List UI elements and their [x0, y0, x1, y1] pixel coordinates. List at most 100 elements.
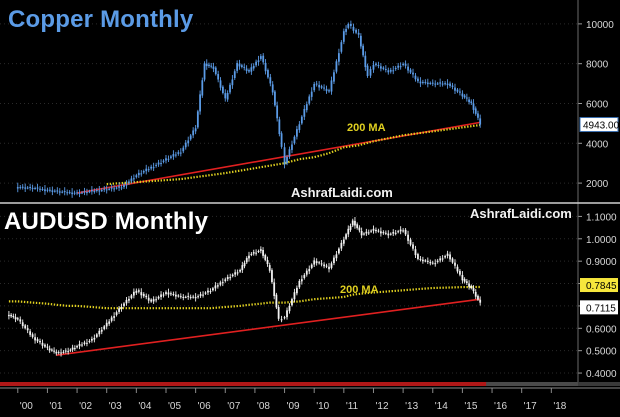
audusd-candle-body — [394, 232, 397, 234]
audusd-candle-body — [328, 266, 330, 270]
copper-candle-body — [160, 163, 162, 165]
audusd-candle-body — [459, 270, 461, 275]
copper-candle-body — [137, 172, 140, 176]
audusd-candle-body — [266, 260, 269, 265]
x-tick-label: '16 — [494, 401, 507, 412]
audusd-candle-body — [318, 262, 321, 264]
audusd-candle-body — [10, 314, 13, 317]
audusd-candle-body — [145, 295, 148, 298]
audusd-candle-body — [229, 277, 232, 279]
x-tick-label: '18 — [553, 401, 566, 412]
copper-candle-body — [236, 63, 239, 71]
copper-candle-body — [296, 129, 298, 137]
audusd-price-tag — [580, 278, 618, 293]
copper-candle-body — [389, 69, 392, 72]
audusd-candle-body — [110, 317, 113, 321]
x-tick-label: '02 — [79, 401, 92, 412]
audusd-candle-body — [424, 260, 427, 262]
copper-candle-body — [103, 188, 106, 190]
copper-candle-body — [397, 65, 400, 68]
copper-ytick-label: 4000 — [586, 139, 609, 150]
audusd-ytick-label: 0.5000 — [586, 347, 617, 358]
copper-candle-body — [434, 83, 437, 85]
audusd-candle-body — [248, 255, 250, 259]
copper-candle-body — [73, 192, 76, 194]
copper-candle-body — [61, 191, 64, 193]
copper-candle-body — [340, 42, 343, 52]
audusd-candle-body — [470, 285, 473, 289]
copper-candle-body — [278, 119, 281, 134]
audusd-candle-body — [41, 342, 44, 346]
copper-candle-body — [330, 80, 333, 92]
copper-candle-body — [88, 191, 91, 193]
copper-candle-body — [291, 144, 293, 150]
copper-watermark: AshrafLaidi.com — [291, 185, 393, 200]
audusd-candle-body — [342, 239, 345, 244]
audusd-candle-body — [468, 283, 470, 287]
audusd-candle-body — [255, 252, 257, 254]
copper-candle-body — [219, 80, 222, 88]
audusd-candle-body — [135, 290, 138, 293]
audusd-candle-body — [216, 285, 219, 287]
audusd-candle-body — [194, 296, 197, 299]
copper-candle-body — [58, 191, 61, 193]
copper-candle-body — [217, 74, 220, 80]
audusd-candle-body — [325, 265, 328, 267]
copper-candle-body — [231, 79, 234, 86]
audusd-candle-body — [202, 294, 204, 296]
copper-candle-body — [394, 68, 397, 70]
audusd-ytick-label: 0.9000 — [586, 257, 617, 268]
audusd-ytick-label: 1.0000 — [586, 235, 617, 246]
x-tick-label: '00 — [20, 401, 33, 412]
audusd-candle-body — [140, 292, 143, 296]
copper-candle-body — [375, 63, 377, 66]
x-tick-label: '08 — [257, 401, 270, 412]
copper-candle-body — [157, 162, 160, 165]
copper-candle-body — [118, 186, 120, 188]
audusd-candle-body — [197, 296, 200, 298]
audusd-candle-body — [250, 253, 253, 255]
audusd-candle-body — [31, 334, 34, 337]
audusd-candle-body — [456, 266, 459, 272]
copper-candle-body — [210, 65, 213, 67]
copper-candle-body — [19, 187, 22, 189]
copper-candle-body — [86, 192, 88, 194]
copper-candle-body — [76, 192, 78, 194]
copper-candle-body — [150, 166, 153, 169]
copper-candle-body — [474, 108, 477, 114]
audusd-candle-body — [19, 319, 22, 322]
copper-candle-body — [201, 80, 204, 96]
copper-candle-body — [404, 63, 407, 66]
copper-candle-body — [250, 67, 253, 72]
audusd-candle-body — [463, 279, 466, 282]
copper-candle-body — [95, 190, 98, 192]
copper-candle-body — [369, 69, 372, 76]
copper-candle-body — [83, 191, 86, 193]
audusd-candle-body — [130, 295, 133, 299]
audusd-candle-body — [472, 288, 475, 292]
audusd-candle-body — [436, 260, 439, 262]
copper-candle-body — [352, 26, 355, 31]
copper-candle-body — [26, 187, 29, 189]
copper-candle-body — [333, 72, 335, 82]
audusd-candle-body — [125, 299, 128, 304]
copper-candle-body — [477, 113, 479, 118]
audusd-candle-body — [179, 296, 182, 298]
audusd-candle-body — [257, 250, 260, 252]
copper-candle-body — [140, 173, 143, 175]
audusd-candle-body — [157, 296, 160, 299]
copper-candle-body — [303, 108, 306, 117]
copper-candle-body — [407, 66, 409, 71]
copper-candle-body — [335, 61, 338, 72]
audusd-candle-body — [340, 242, 343, 249]
audusd-candle-body — [239, 270, 241, 272]
copper-candle-body — [93, 191, 96, 193]
audusd-candle-body — [370, 230, 373, 232]
copper-candle-body — [222, 86, 224, 94]
copper-candle-body — [110, 187, 113, 189]
audusd-candle-body — [429, 261, 432, 264]
copper-candle-body — [349, 23, 352, 26]
copper-candle-body — [21, 186, 24, 188]
copper-candle-body — [325, 88, 328, 92]
